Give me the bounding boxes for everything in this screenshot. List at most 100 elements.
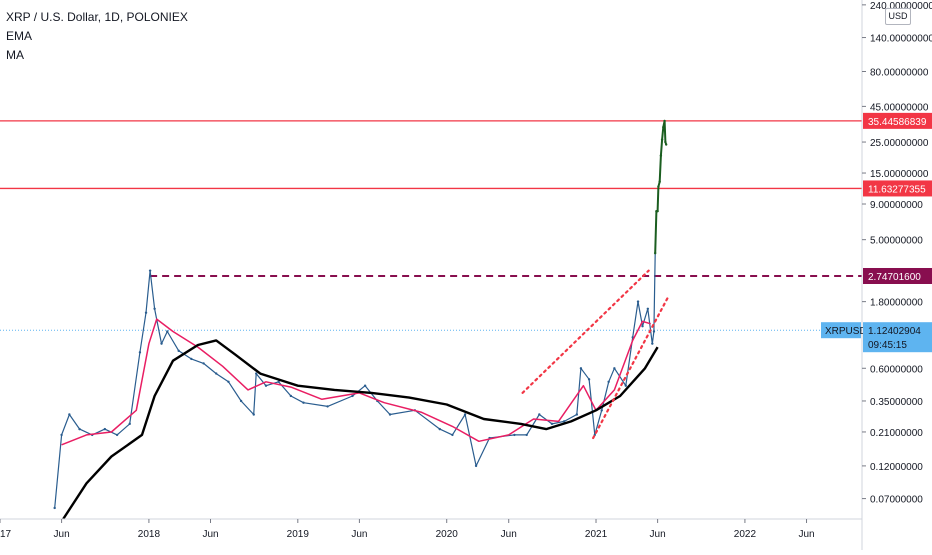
ma-series-line <box>62 339 659 520</box>
series-layer <box>53 119 668 520</box>
trend-lines-layer <box>521 269 669 440</box>
price-point <box>148 269 152 272</box>
price-point <box>326 405 329 408</box>
price-point <box>388 413 392 416</box>
price-point <box>641 325 644 328</box>
price-point <box>128 422 131 426</box>
price-point <box>660 138 664 141</box>
y-tick-label: 9.00000000 <box>870 200 923 211</box>
x-tick-label: Jun <box>54 529 70 540</box>
y-tick-label: 0.60000000 <box>870 364 923 375</box>
y-tick-label: 5.00000000 <box>870 236 923 247</box>
price-point <box>657 185 660 188</box>
price-level-tag <box>863 267 932 284</box>
price-point <box>202 362 205 365</box>
price-point <box>474 464 478 468</box>
price-point <box>363 384 367 387</box>
y-tick-label: 140.00000000 <box>870 34 932 45</box>
price-point <box>277 380 280 384</box>
chart-legend: XRP / U.S. Dollar, 1D, POLONIEX EMA MA <box>6 8 188 65</box>
price-point <box>115 433 119 437</box>
price-point <box>607 380 610 384</box>
price-point <box>463 413 467 416</box>
price-point <box>550 422 554 426</box>
price-point <box>60 433 63 437</box>
x-tick-label: Jun <box>798 529 814 540</box>
countdown-label: 09:45:15 <box>868 340 907 351</box>
price-point <box>239 399 243 403</box>
price-point <box>562 420 566 423</box>
current-price-label: 1.12402904 <box>868 326 921 337</box>
x-tick-label: 2018 <box>138 529 161 540</box>
price-level-tag <box>863 180 932 197</box>
ema-series-line <box>61 318 651 446</box>
price-point <box>613 367 616 370</box>
price-point <box>652 330 656 333</box>
x-tick-label: Jun <box>650 529 666 540</box>
price-point <box>160 342 163 345</box>
legend-ma[interactable]: MA <box>6 48 24 62</box>
dotted-trend-line <box>592 297 669 440</box>
price-series-line <box>54 253 656 508</box>
y-tick-label: 25.00000000 <box>870 138 929 149</box>
price-point <box>579 367 583 370</box>
legend-title[interactable]: XRP / U.S. Dollar, 1D, POLONIEX <box>6 10 188 24</box>
x-tick-label: Jun <box>501 529 517 540</box>
price-point <box>166 330 169 333</box>
price-point <box>302 401 305 404</box>
y-tick-label: 0.21000000 <box>870 428 923 439</box>
price-point <box>190 357 193 361</box>
x-tick-label: 2022 <box>734 529 757 540</box>
y-tick-label: 0.35000000 <box>870 397 923 408</box>
price-point <box>600 409 603 412</box>
price-point <box>513 433 516 437</box>
current-price-tag <box>863 322 932 353</box>
price-point <box>227 380 230 384</box>
price-point <box>656 209 659 213</box>
price-point <box>525 433 528 437</box>
symbol-tag <box>821 322 861 339</box>
price-point <box>651 342 654 345</box>
price-point <box>215 372 218 375</box>
price-point <box>659 154 663 157</box>
price-level-label: 2.74701600 <box>868 272 921 283</box>
price-point <box>177 349 180 353</box>
y-tick-label: 80.00000000 <box>870 67 929 78</box>
x-tick-label: 2019 <box>287 529 310 540</box>
currency-button[interactable]: USD <box>885 8 911 25</box>
x-tick-label: Jun <box>351 529 367 540</box>
price-level-label: 35.44586839 <box>868 117 927 128</box>
price-point <box>664 140 667 144</box>
x-tick-label: 2020 <box>436 529 459 540</box>
x-tick-label: Jun <box>202 529 218 540</box>
price-point <box>68 413 71 416</box>
horizontal-lines-layer <box>0 120 862 331</box>
y-tick-label: 1.80000000 <box>870 298 923 309</box>
price-point <box>624 384 627 387</box>
y-tick-label: 45.00000000 <box>870 102 929 113</box>
price-point <box>351 394 354 398</box>
price-point <box>587 378 591 381</box>
price-level-label: 11.63277355 <box>868 184 926 195</box>
price-point <box>662 125 665 129</box>
price-point <box>103 427 107 431</box>
y-tick-label: 240.00000000 <box>870 1 932 12</box>
price-point <box>663 119 666 123</box>
price-point <box>538 413 541 416</box>
y-tick-label: 0.07000000 <box>870 495 923 506</box>
symbol-label: XRPUSD <box>825 326 867 337</box>
price-point <box>664 143 668 146</box>
price-point <box>575 413 579 416</box>
price-point <box>636 300 640 303</box>
legend-ema[interactable]: EMA <box>6 29 33 43</box>
price-point <box>646 307 650 310</box>
price-point <box>451 433 454 437</box>
price-point <box>252 413 255 416</box>
price-point <box>153 307 156 310</box>
price-point <box>289 394 293 398</box>
price-series-breakout-line <box>654 119 668 254</box>
